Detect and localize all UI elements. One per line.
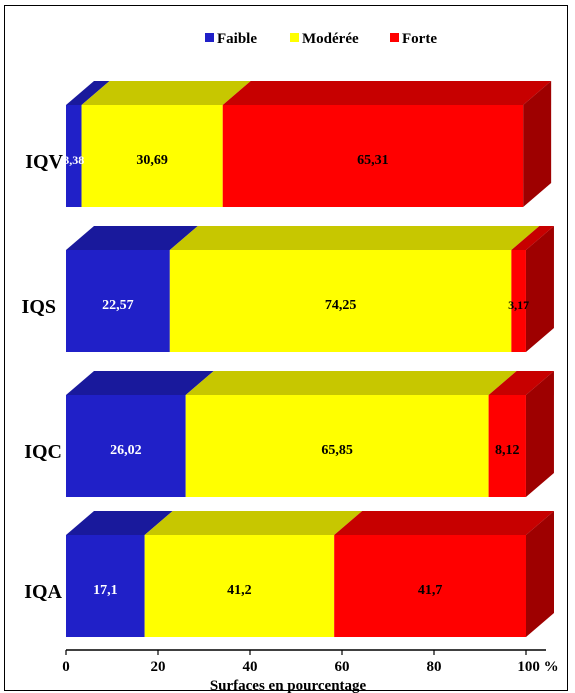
bar-iqv-faible <box>66 105 82 207</box>
data-label-iqc-faible: 26,02 <box>110 443 142 458</box>
x-axis-label: Surfaces en pourcentage <box>210 678 367 693</box>
bar-top-iqv-forte <box>222 81 552 105</box>
bar-top-iqa-faible <box>66 511 173 535</box>
data-label-iqc-moderee: 65,85 <box>321 443 353 458</box>
bar-iqs-faible <box>66 250 170 352</box>
data-label-iqv-moderee: 30,69 <box>136 153 168 168</box>
data-label-iqv-forte: 65,31 <box>357 153 389 168</box>
bar-iqv-forte <box>222 105 524 207</box>
data-label-iqa-moderee: 41,2 <box>227 583 252 598</box>
bar-iqc-faible <box>66 395 186 497</box>
legend-swatch-faible <box>205 33 214 42</box>
bar-iqa-faible <box>66 535 145 637</box>
data-label-iqs-forte: 3,17 <box>508 298 529 312</box>
legend-swatch-moderee <box>290 33 299 42</box>
bar-top-iqs-faible <box>66 226 198 250</box>
x-tick-label: 0 <box>62 659 70 675</box>
legend-label-moderee: Modérée <box>302 31 359 47</box>
category-label-iqa: IQA <box>24 581 62 603</box>
bar-iqa-moderee <box>144 535 335 637</box>
bar-iqc-moderee <box>185 395 489 497</box>
bar-top-iqc-faible <box>66 371 214 395</box>
data-label-iqa-forte: 41,7 <box>418 583 443 598</box>
bar-top-iqa-moderee <box>144 511 363 535</box>
legend: Faible Modérée Forte <box>205 31 437 47</box>
bar-side-iqs <box>525 226 554 352</box>
bar-top-iqc-moderee <box>185 371 517 395</box>
bar-iqs-forte <box>511 250 526 352</box>
bar-top-iqc-forte <box>488 371 554 395</box>
data-label-iqc-forte: 8,12 <box>495 443 520 458</box>
data-label-iqa-faible: 17,1 <box>93 583 118 598</box>
x-tick-label: 80 <box>427 659 442 675</box>
x-axis: 0 20 40 60 80 100 % <box>62 649 559 675</box>
bar-iqv-moderee <box>81 105 223 207</box>
legend-label-forte: Forte <box>402 31 437 47</box>
bar-top-iqv-moderee <box>81 81 251 105</box>
bar-side-iqc <box>525 371 554 497</box>
data-label-iqs-moderee: 74,25 <box>325 298 357 313</box>
data-label-iqv-faible: 3,38 <box>63 153 84 167</box>
category-label-iqc: IQC <box>24 441 62 463</box>
bar-side-iqv <box>523 81 552 207</box>
bar-top-iqs-forte <box>511 226 554 250</box>
bar-iqs-moderee <box>169 250 512 352</box>
bar-iqc-forte <box>488 395 526 497</box>
x-tick-label: 100 % <box>517 659 558 675</box>
x-tick-label: 60 <box>335 659 350 675</box>
legend-swatch-forte <box>390 33 399 42</box>
category-label-iqv: IQV <box>25 151 63 173</box>
x-tick-label: 40 <box>243 659 258 675</box>
legend-label-faible: Faible <box>217 31 257 47</box>
bar-iqa-forte <box>334 535 526 637</box>
bar-side-iqa <box>526 511 554 637</box>
bar-top-iqa-forte <box>334 511 554 535</box>
category-label-iqs: IQS <box>22 296 56 318</box>
data-label-iqs-faible: 22,57 <box>102 298 134 313</box>
bar-top-iqv-faible <box>66 81 110 105</box>
x-tick-label: 20 <box>151 659 166 675</box>
bars-group: 3,38 30,69 65,31 IQV 22,57 74,25 3,17 IQS 26,02 6… <box>22 81 554 637</box>
bar-top-iqs-moderee <box>169 226 540 250</box>
